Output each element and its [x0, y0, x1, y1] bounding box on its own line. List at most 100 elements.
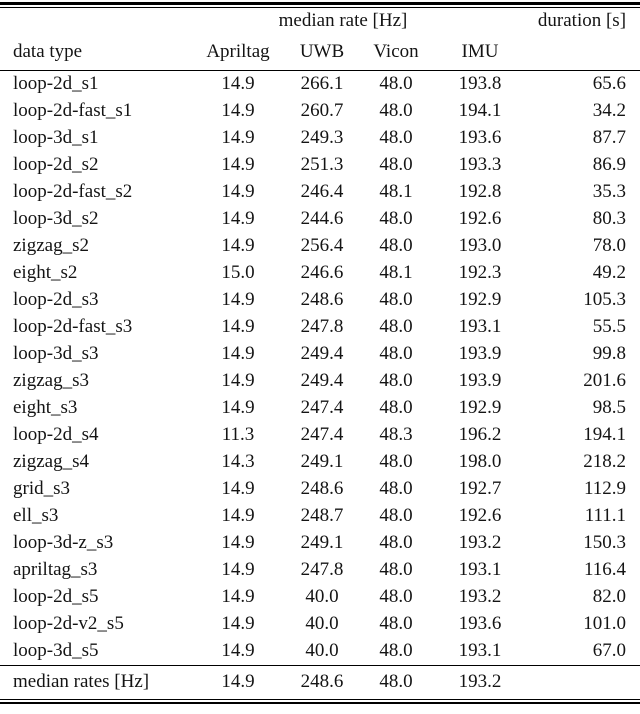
cell-duration: 201.6	[583, 369, 627, 391]
cell-vicon-rate: 48.0	[379, 612, 413, 634]
cell-imu-rate: 192.8	[458, 180, 502, 202]
cell-vicon-rate: 48.0	[379, 531, 413, 553]
cell-apriltag-rate: 14.9	[221, 342, 255, 364]
cell-imu-rate: 198.0	[458, 450, 502, 472]
cell-data-type: loop-3d_s2	[13, 207, 99, 229]
cell-vicon-rate: 48.3	[379, 423, 413, 445]
cell-data-type: loop-2d_s5	[13, 585, 99, 607]
cell-imu-rate: 193.2	[458, 585, 502, 607]
table-row: loop-2d_s5 14.9 40.0 48.0 193.2 82.0	[0, 584, 640, 611]
cell-vicon-rate: 48.0	[379, 315, 413, 337]
cell-apriltag-rate: 14.9	[221, 153, 255, 175]
cell-apriltag-rate: 14.9	[221, 207, 255, 229]
cell-duration: 101.0	[583, 612, 627, 634]
table-row: loop-2d-fast_s3 14.9 247.8 48.0 193.1 55…	[0, 314, 640, 341]
cell-uwb-rate: 249.1	[300, 450, 344, 472]
cell-imu-rate: 193.6	[458, 126, 502, 148]
cell-apriltag-rate: 14.9	[221, 72, 255, 94]
cell-duration: 218.2	[583, 450, 627, 472]
cell-apriltag-rate: 14.9	[221, 639, 255, 661]
cell-vicon-rate: 48.0	[379, 369, 413, 391]
cell-uwb-rate: 246.6	[300, 261, 344, 283]
cell-uwb-rate: 249.4	[300, 342, 344, 364]
cell-data-type: loop-2d-v2_s5	[13, 612, 124, 634]
column-header-apriltag: Apriltag	[200, 35, 276, 71]
cell-vicon-rate: 48.0	[379, 585, 413, 607]
cell-vicon-rate: 48.1	[379, 261, 413, 283]
cell-uwb-rate: 249.3	[300, 126, 344, 148]
cell-data-type: ell_s3	[13, 504, 59, 526]
cell-duration: 112.9	[583, 477, 627, 499]
cell-imu-rate: 193.1	[458, 315, 502, 337]
cell-data-type: grid_s3	[13, 477, 70, 499]
cell-data-type: loop-2d_s4	[13, 423, 99, 445]
cell-apriltag-rate: 14.9	[221, 234, 255, 256]
table-body: loop-2d_s1 14.9 266.1 48.0 193.8 65.6 lo…	[0, 70, 640, 665]
cell-uwb-rate: 249.4	[300, 369, 344, 391]
table-row: eight_s2 15.0 246.6 48.1 192.3 49.2	[0, 260, 640, 287]
cell-imu-rate: 193.3	[458, 153, 502, 175]
cell-data-type: zigzag_s2	[13, 234, 89, 256]
cell-apriltag-rate: 14.9	[221, 288, 255, 310]
table-row: zigzag_s3 14.9 249.4 48.0 193.9 201.6	[0, 368, 640, 395]
cell-uwb-rate: 249.1	[300, 531, 344, 553]
cell-data-type: loop-2d-fast_s2	[13, 180, 133, 202]
cell-vicon-rate: 48.0	[379, 342, 413, 364]
cell-vicon-rate: 48.0	[379, 126, 413, 148]
footer-apriltag-rate: 14.9	[200, 664, 276, 699]
cell-imu-rate: 192.6	[458, 504, 502, 526]
cell-imu-rate: 193.6	[458, 612, 502, 634]
cell-uwb-rate: 260.7	[300, 99, 344, 121]
cell-duration: 34.2	[592, 99, 627, 121]
column-header-uwb: UWB	[276, 35, 368, 71]
cell-imu-rate: 196.2	[458, 423, 502, 445]
cell-duration: 67.0	[592, 639, 627, 661]
cell-imu-rate: 193.2	[458, 531, 502, 553]
table-row: loop-2d_s4 11.3 247.4 48.3 196.2 194.1	[0, 422, 640, 449]
column-header-data-type: data type	[0, 35, 200, 71]
cell-uwb-rate: 248.6	[300, 288, 344, 310]
cell-data-type: loop-3d_s3	[13, 342, 99, 364]
cell-apriltag-rate: 11.3	[221, 423, 255, 445]
cell-imu-rate: 193.1	[458, 639, 502, 661]
cell-apriltag-rate: 14.9	[221, 531, 255, 553]
cell-vicon-rate: 48.0	[379, 153, 413, 175]
column-header-duration: duration [s]	[537, 10, 627, 32]
cell-apriltag-rate: 14.9	[221, 504, 255, 526]
cell-uwb-rate: 40.0	[305, 612, 339, 634]
cell-vicon-rate: 48.0	[379, 288, 413, 310]
header-spacer	[0, 8, 200, 36]
table-row: loop-2d-fast_s2 14.9 246.4 48.1 192.8 35…	[0, 179, 640, 206]
cell-imu-rate: 193.0	[458, 234, 502, 256]
cell-data-type: loop-2d-fast_s1	[13, 99, 133, 121]
table-row: loop-2d-v2_s5 14.9 40.0 48.0 193.6 101.0	[0, 611, 640, 638]
cell-uwb-rate: 247.4	[300, 396, 344, 418]
cell-apriltag-rate: 14.9	[221, 126, 255, 148]
cell-uwb-rate: 256.4	[300, 234, 344, 256]
cell-vicon-rate: 48.0	[379, 639, 413, 661]
cell-apriltag-rate: 14.9	[221, 99, 255, 121]
cell-imu-rate: 192.9	[458, 288, 502, 310]
cell-imu-rate: 193.8	[458, 72, 502, 94]
cell-apriltag-rate: 14.9	[221, 180, 255, 202]
cell-vicon-rate: 48.0	[379, 504, 413, 526]
cell-apriltag-rate: 14.9	[221, 315, 255, 337]
table-footer: median rates [Hz] 14.9 248.6 48.0 193.2	[0, 664, 640, 699]
header-columns-row: data type Apriltag UWB Vicon IMU	[0, 35, 640, 71]
table-row: grid_s3 14.9 248.6 48.0 192.7 112.9	[0, 476, 640, 503]
cell-duration: 111.1	[584, 504, 627, 526]
cell-vicon-rate: 48.0	[379, 450, 413, 472]
cell-apriltag-rate: 14.3	[221, 450, 255, 472]
header-spacer	[536, 35, 640, 71]
bottom-rule-thin	[0, 698, 640, 700]
table-row: loop-3d_s3 14.9 249.4 48.0 193.9 99.8	[0, 341, 640, 368]
cell-data-type: loop-2d_s2	[13, 153, 99, 175]
table-row: eight_s3 14.9 247.4 48.0 192.9 98.5	[0, 395, 640, 422]
cell-duration: 82.0	[592, 585, 627, 607]
cell-data-type: eight_s3	[13, 396, 78, 418]
cell-vicon-rate: 48.0	[379, 477, 413, 499]
cell-data-type: loop-2d_s1	[13, 72, 99, 94]
cell-uwb-rate: 247.8	[300, 558, 344, 580]
column-header-vicon: Vicon	[368, 35, 424, 71]
cell-duration: 49.2	[592, 261, 627, 283]
